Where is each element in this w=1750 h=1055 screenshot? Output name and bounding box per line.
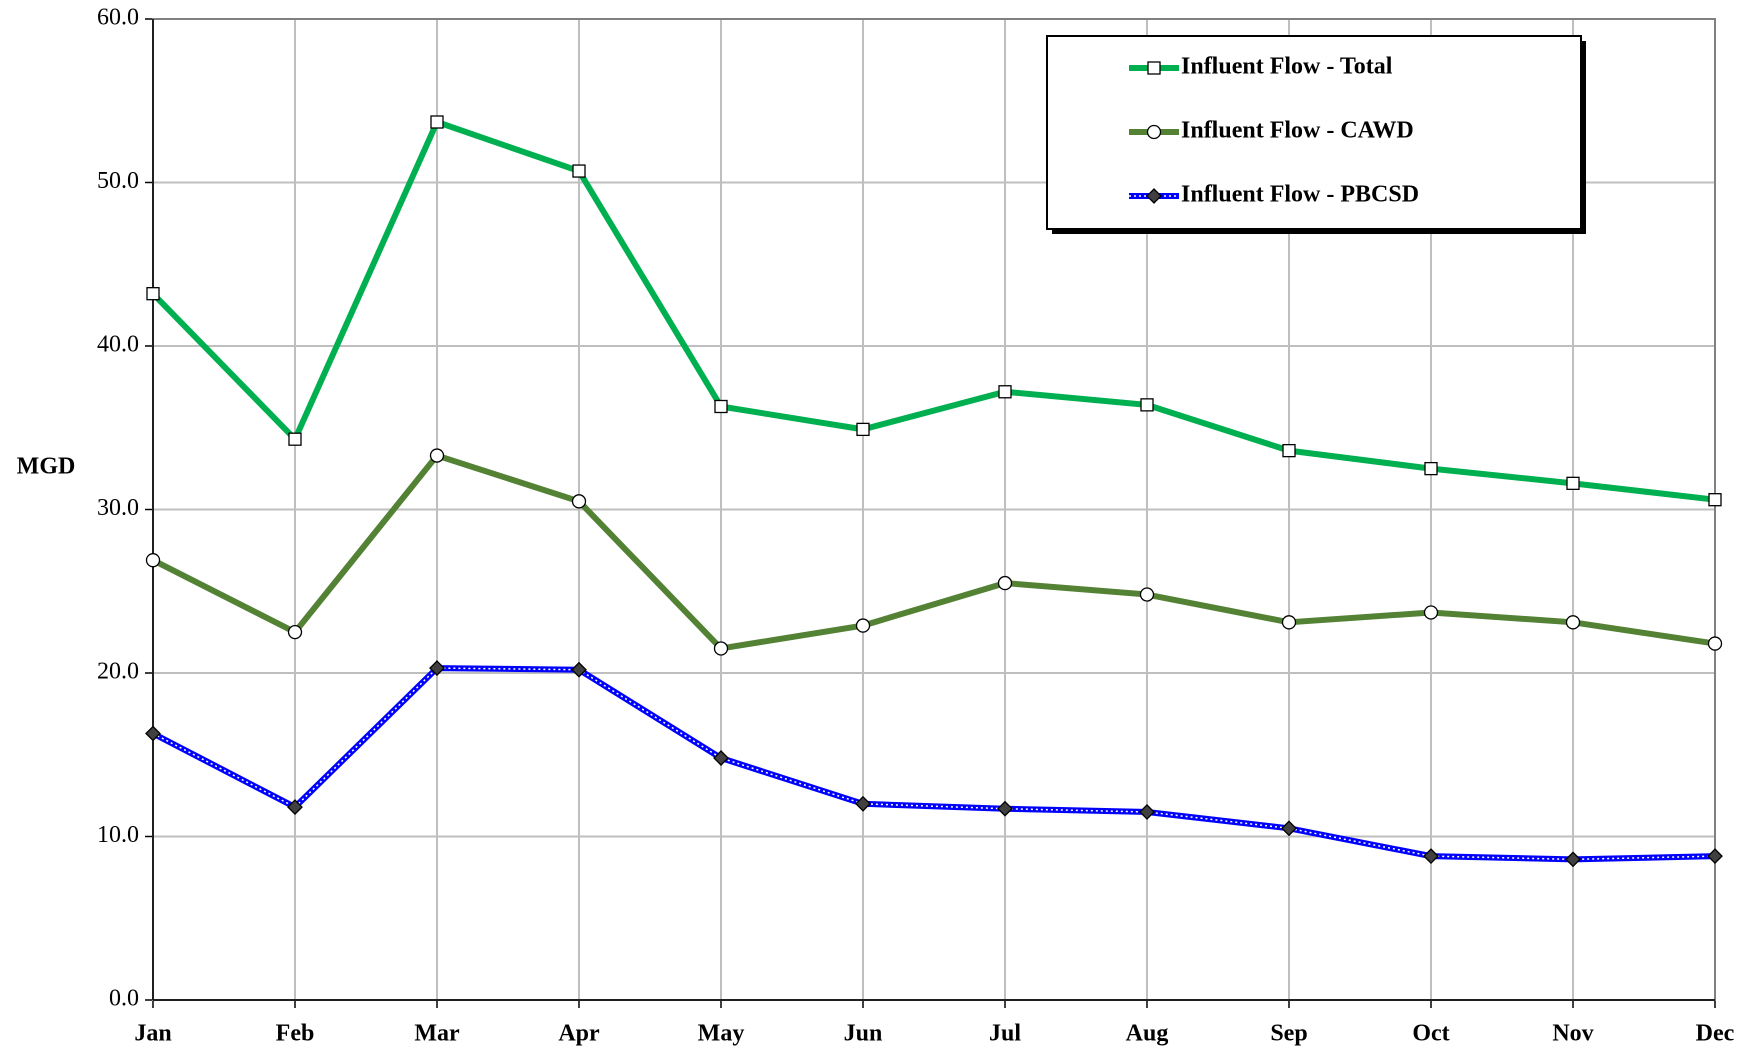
marker [571, 494, 587, 509]
marker [713, 641, 729, 656]
marker [1147, 61, 1161, 75]
marker [1566, 476, 1580, 490]
x-tick-label: Sep [1270, 1021, 1307, 1047]
marker [714, 399, 728, 414]
marker [1139, 804, 1155, 820]
legend-label: Influent Flow - PBCSD [1181, 182, 1419, 208]
marker [998, 385, 1012, 399]
x-tick-label: Dec [1696, 1021, 1735, 1047]
x-tick-label: Apr [558, 1021, 600, 1047]
marker [1281, 820, 1297, 837]
x-tick-label: Jun [844, 1021, 883, 1047]
x-tick-label: Jan [134, 1021, 171, 1047]
marker [1707, 848, 1723, 865]
x-tick-label: May [698, 1021, 745, 1047]
marker [146, 287, 160, 301]
y-tick-label: 30.0 [97, 495, 139, 521]
marker [1565, 851, 1581, 868]
marker [145, 553, 161, 568]
y-tick-label: 10.0 [97, 822, 139, 848]
marker [572, 164, 586, 178]
marker [430, 115, 444, 129]
marker [997, 800, 1013, 817]
marker [1423, 605, 1439, 620]
legend-label: Influent Flow - CAWD [1181, 118, 1414, 144]
marker [1707, 636, 1723, 651]
marker [856, 422, 870, 437]
series-line [150, 119, 1716, 503]
y-axis-label: MGD [17, 454, 76, 480]
marker [429, 660, 445, 677]
marker [145, 725, 161, 742]
marker [1139, 587, 1155, 602]
x-tick-label: Jul [989, 1021, 1021, 1047]
y-tick-label: 20.0 [97, 659, 139, 685]
marker [997, 575, 1013, 591]
marker [855, 795, 871, 812]
marker [287, 624, 303, 640]
x-tick-label: Oct [1412, 1021, 1449, 1047]
marker [1140, 398, 1154, 412]
marker [1423, 848, 1439, 865]
marker [713, 750, 729, 766]
y-tick-label: 0.0 [109, 986, 139, 1012]
marker [1565, 615, 1581, 630]
marker [571, 661, 587, 678]
marker [1146, 188, 1162, 204]
series-line [151, 452, 1716, 652]
y-tick-label: 60.0 [97, 5, 139, 31]
marker [429, 448, 445, 463]
marker [1281, 615, 1297, 630]
marker [1146, 124, 1162, 140]
marker [1282, 443, 1296, 458]
legend-label: Influent Flow - Total [1181, 54, 1393, 80]
marker [1708, 493, 1722, 507]
marker [855, 618, 871, 633]
x-tick-label: Mar [414, 1021, 460, 1047]
series-line-pattern [152, 667, 1716, 861]
x-tick-label: Feb [276, 1021, 315, 1047]
marker [287, 799, 303, 815]
marker [1424, 461, 1438, 476]
y-tick-label: 50.0 [97, 168, 139, 194]
x-tick-label: Nov [1552, 1021, 1593, 1047]
y-tick-label: 40.0 [97, 332, 139, 358]
x-tick-label: Aug [1126, 1021, 1169, 1047]
marker [288, 432, 302, 446]
